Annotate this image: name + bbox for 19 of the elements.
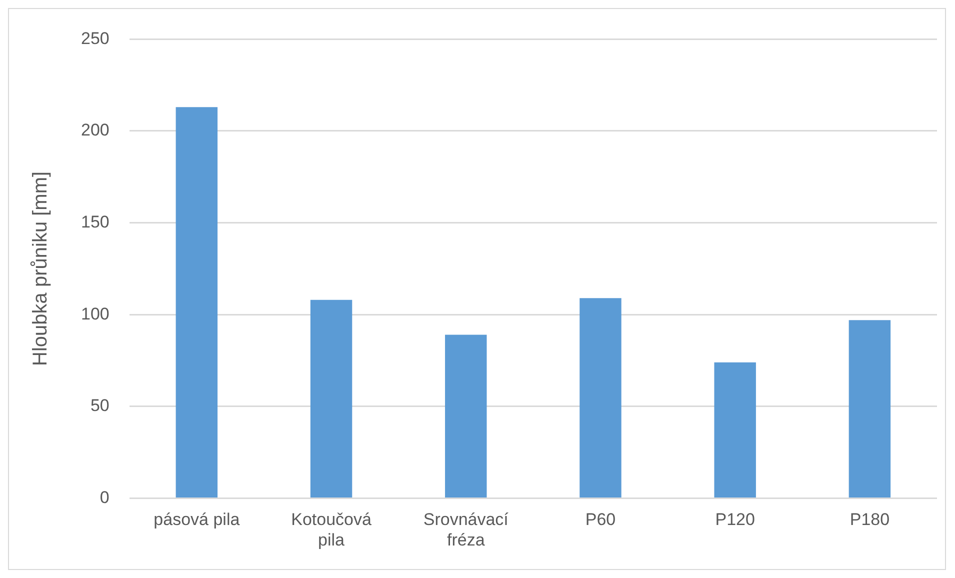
y-tick-label: 200 (80, 120, 110, 140)
y-tick-label: 0 (100, 488, 110, 507)
x-tick-label: P60 (585, 510, 616, 530)
bar (714, 362, 756, 498)
bar (580, 298, 622, 498)
x-tick-label: pásová pila (154, 510, 240, 530)
bar (310, 300, 352, 498)
x-tick-label: Srovnávací fréza (423, 510, 509, 550)
x-tick-label: P120 (715, 510, 755, 530)
y-tick-label: 100 (80, 304, 110, 324)
y-tick-label: 250 (80, 28, 110, 48)
bar (848, 320, 891, 498)
y-tick-label: 150 (80, 212, 110, 232)
x-tick-label: P180 (850, 510, 890, 530)
bar (445, 334, 487, 498)
x-tick-label: Kotoučová pila (291, 510, 372, 550)
y-axis-title: Hloubka průniku [mm] (30, 171, 52, 366)
bar (176, 107, 218, 498)
y-tick-label: 50 (90, 396, 110, 416)
